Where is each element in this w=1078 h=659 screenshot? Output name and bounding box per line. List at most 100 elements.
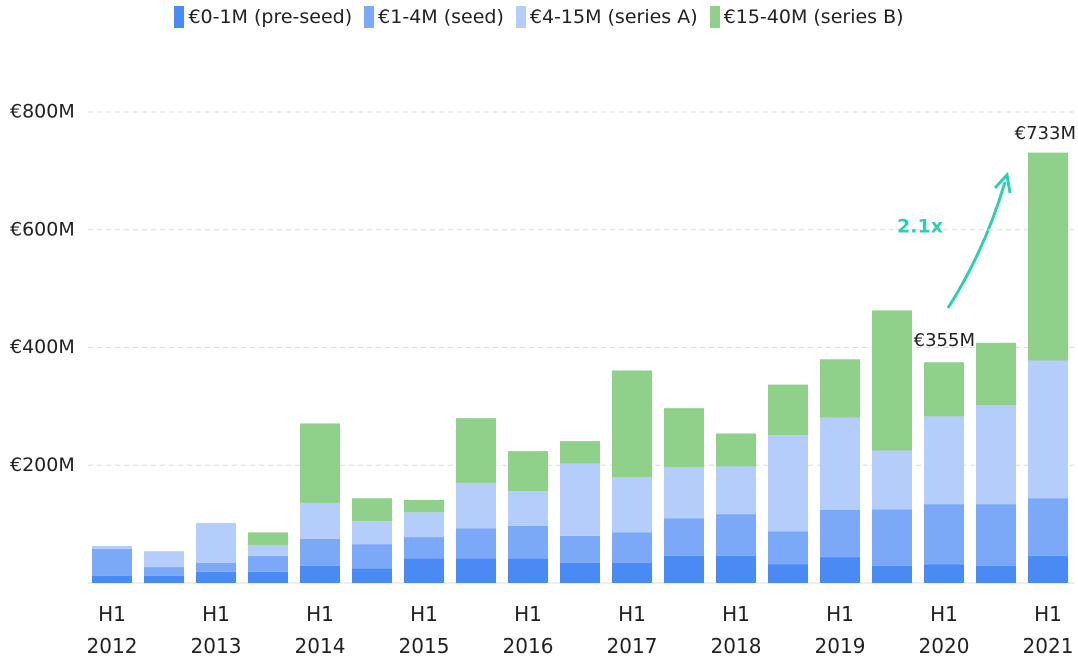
bar-segment	[404, 512, 444, 538]
y-tick-label: €800M	[10, 101, 75, 123]
bar-segment	[1028, 152, 1068, 361]
bar-segment	[196, 571, 236, 583]
bar-segment	[1028, 498, 1068, 556]
bar-segment	[664, 518, 704, 556]
legend-label: €4-15M (series A)	[529, 6, 698, 28]
bar-segment	[1028, 555, 1068, 583]
bar-segment	[716, 555, 756, 583]
bar-segment	[768, 564, 808, 583]
bar-segment	[768, 384, 808, 436]
bar-segment	[872, 509, 912, 566]
bar-segment	[612, 370, 652, 478]
bar-segment	[456, 558, 496, 583]
annotation: 2.1x	[897, 216, 943, 238]
x-tick-label: H1 2019	[814, 602, 866, 658]
bar-segment	[664, 408, 704, 468]
bar-segment	[976, 504, 1016, 566]
legend-item: €15-40M (series B)	[709, 6, 904, 28]
bar-segment	[612, 477, 652, 533]
bar-segment	[976, 565, 1016, 583]
bar-segment	[976, 405, 1016, 505]
bar-segment	[872, 565, 912, 583]
legend-label: €15-40M (series B)	[723, 6, 904, 28]
legend-swatch	[709, 6, 720, 28]
bar-segment	[508, 491, 548, 526]
legend-item: €0-1M (pre-seed)	[174, 6, 352, 28]
x-tick-label: H1 2018	[710, 602, 762, 658]
bar-segment	[92, 548, 132, 576]
bar-segment	[820, 417, 860, 510]
bar-segment	[456, 418, 496, 483]
bar-segment	[404, 499, 444, 513]
bar-segment	[404, 537, 444, 559]
bar-segment	[352, 521, 392, 545]
bar-segment	[612, 532, 652, 563]
bar-segment	[560, 562, 600, 583]
arrow-head	[993, 171, 1012, 194]
bar-segment	[612, 562, 652, 583]
x-tick-label: H1 2020	[918, 602, 970, 658]
x-tick-label: H1 2012	[86, 602, 138, 658]
bar-segment	[664, 555, 704, 583]
legend: €0-1M (pre-seed) €1-4M (seed) €4-15M (seri…	[0, 6, 1078, 28]
bar-segment	[716, 466, 756, 515]
bar-segment	[924, 504, 964, 565]
bar-segment	[768, 531, 808, 565]
bar-segment	[92, 575, 132, 583]
x-tick-label: H1 2021	[1022, 602, 1074, 658]
y-tick-label: €400M	[10, 336, 75, 358]
bar-segment	[352, 498, 392, 522]
bar-segment	[352, 544, 392, 569]
y-tick-label: €600M	[10, 218, 75, 240]
bar-segment	[820, 509, 860, 558]
bar-segment	[248, 555, 288, 572]
bar-segment	[976, 342, 1016, 406]
bar-segment	[924, 416, 964, 505]
arrow	[946, 181, 1007, 309]
bar-segment	[872, 450, 912, 510]
bar-segment	[300, 423, 340, 503]
bar-segment	[300, 565, 340, 583]
bar-segment	[300, 538, 340, 566]
bar-segment	[768, 435, 808, 532]
annotation: €355M	[914, 330, 975, 351]
bar-segment	[664, 467, 704, 519]
x-tick-label: H1 2014	[294, 602, 346, 658]
bar-segment	[924, 362, 964, 417]
bar-segment	[248, 545, 288, 556]
x-tick-label: H1 2016	[502, 602, 554, 658]
bar-segment	[352, 568, 392, 583]
bar-segment	[144, 551, 184, 568]
legend-swatch	[364, 6, 375, 28]
bar-segment	[716, 433, 756, 467]
bar-segment	[560, 535, 600, 563]
bar-segment	[456, 528, 496, 559]
legend-item: €4-15M (series A)	[515, 6, 698, 28]
bar-segment	[560, 463, 600, 536]
bar-segment	[404, 558, 444, 583]
bar-segment	[248, 571, 288, 583]
y-tick-label: €200M	[10, 454, 75, 476]
bar-segment	[508, 525, 548, 559]
bar-segment	[820, 359, 860, 418]
bar-segment	[144, 575, 184, 583]
annotation: €733M	[1015, 123, 1076, 144]
bar-segment	[508, 558, 548, 583]
legend-label: €0-1M (pre-seed)	[188, 6, 353, 28]
bar-segment	[300, 502, 340, 539]
bar-segment	[560, 441, 600, 464]
bar-segment	[820, 557, 860, 583]
x-tick-label: H1 2013	[190, 602, 242, 658]
legend-swatch	[515, 6, 526, 28]
bar-segment	[716, 514, 756, 556]
bar-segment	[92, 545, 132, 549]
x-tick-label: H1 2017	[606, 602, 658, 658]
legend-label: €1-4M (seed)	[378, 6, 504, 28]
legend-item: €1-4M (seed)	[364, 6, 504, 28]
bar-segment	[924, 564, 964, 583]
legend-swatch	[174, 6, 185, 28]
bar-segment	[144, 567, 184, 576]
bar-segment	[508, 451, 548, 492]
bar-segment	[1028, 360, 1068, 499]
